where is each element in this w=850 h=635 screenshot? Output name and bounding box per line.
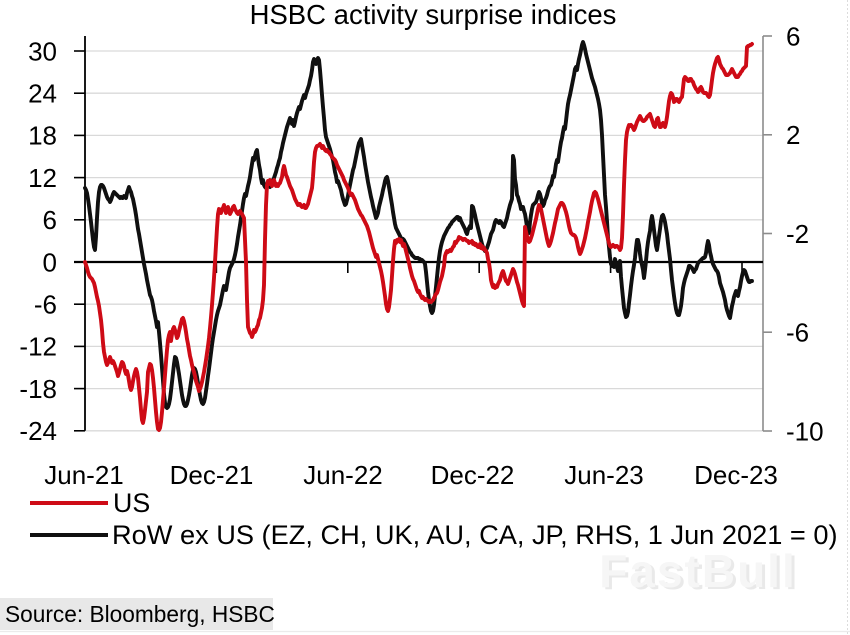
svg-text:Dec-21: Dec-21 <box>170 460 254 490</box>
svg-text:2: 2 <box>786 120 800 150</box>
svg-text:24: 24 <box>28 79 57 109</box>
svg-text:HSBC activity surprise indices: HSBC activity surprise indices <box>250 0 617 30</box>
svg-text:-6: -6 <box>786 318 809 348</box>
svg-text:Jun-21: Jun-21 <box>44 460 124 490</box>
svg-text:6: 6 <box>786 21 800 51</box>
svg-text:18: 18 <box>28 121 57 151</box>
svg-text:30: 30 <box>28 36 57 66</box>
svg-text:0: 0 <box>43 247 57 277</box>
svg-text:FastBull: FastBull <box>599 545 796 597</box>
svg-text:FastBull: FastBull <box>602 547 799 599</box>
svg-text:Source: Bloomberg, HSBC: Source: Bloomberg, HSBC <box>5 601 275 627</box>
svg-text:Jun-23: Jun-23 <box>564 460 644 490</box>
svg-text:Jun-22: Jun-22 <box>303 460 383 490</box>
svg-text:-18: -18 <box>19 374 57 404</box>
svg-text:Dec-22: Dec-22 <box>431 460 515 490</box>
svg-text:-6: -6 <box>34 290 57 320</box>
svg-text:-2: -2 <box>786 219 809 249</box>
svg-text:-24: -24 <box>19 416 57 446</box>
svg-text:6: 6 <box>43 205 57 235</box>
svg-text:Dec-23: Dec-23 <box>694 460 778 490</box>
svg-text:US: US <box>113 488 150 518</box>
svg-text:12: 12 <box>28 163 57 193</box>
svg-text:RoW ex US (EZ, CH, UK, AU, CA,: RoW ex US (EZ, CH, UK, AU, CA, JP, RHS, … <box>112 519 838 550</box>
svg-text:-10: -10 <box>786 416 824 446</box>
svg-text:-12: -12 <box>19 332 57 362</box>
